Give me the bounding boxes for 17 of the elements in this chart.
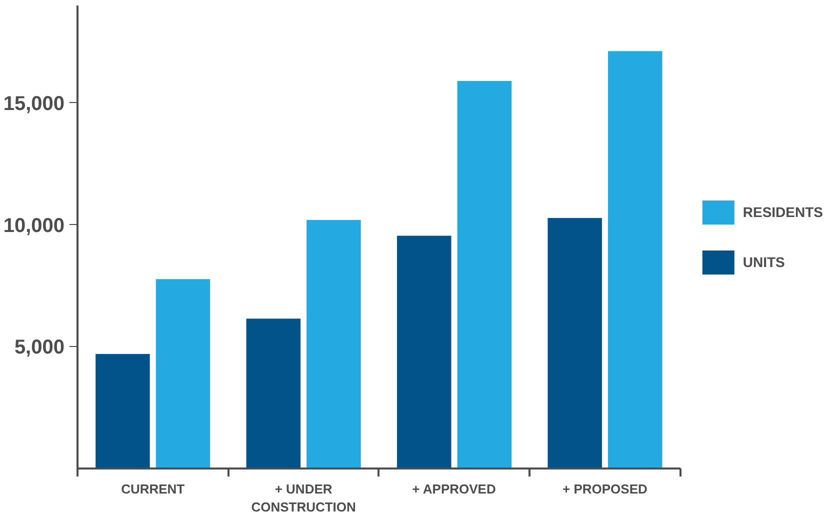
bar [96,354,150,468]
legend-label: RESIDENTS [742,204,823,220]
bar [156,279,210,468]
y-tick-label: 15,000 [3,92,64,115]
bar [306,220,361,468]
bar [608,51,662,468]
x-tick-label: + UNDER CONSTRUCTION [251,482,356,514]
bar [397,236,452,468]
bar [548,218,602,468]
bar [457,81,512,468]
bar [246,318,301,468]
x-tick-label: + APPROVED [412,482,496,496]
y-tick-label: 10,000 [3,214,64,237]
legend-label: UNITS [742,254,785,270]
x-tick-label: + PROPOSED [562,482,648,496]
y-tick-label: 5,000 [14,336,65,359]
x-tick-label: CURRENT [121,482,185,496]
